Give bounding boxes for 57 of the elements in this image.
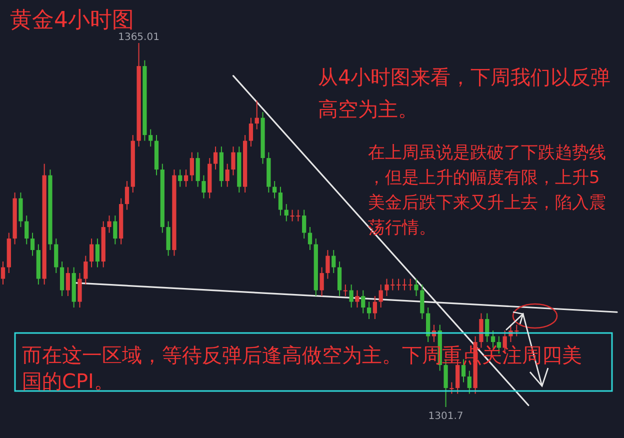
candlestick — [30, 232, 35, 256]
candlestick — [366, 301, 372, 320]
candlestick — [78, 272, 82, 308]
candlestick — [378, 284, 383, 308]
candlestick — [60, 261, 64, 297]
candlestick — [302, 209, 306, 240]
candlestick — [166, 220, 170, 256]
candlestick — [450, 382, 454, 394]
annotation: 从4小时图来看，下周我们以反弹高空为主。 — [318, 65, 611, 121]
candlestick — [420, 284, 424, 320]
candlestick — [124, 180, 130, 210]
candlestick — [308, 226, 312, 251]
candlestick — [190, 152, 194, 182]
candlestick — [113, 215, 118, 245]
candlestick — [54, 238, 58, 274]
candlestick — [284, 204, 288, 222]
candlestick — [0, 261, 6, 286]
candlestick — [225, 163, 230, 188]
candlestick — [320, 266, 324, 297]
candlestick — [332, 250, 336, 274]
candlestick — [396, 278, 401, 291]
candlestick — [479, 312, 484, 348]
candlestick — [337, 261, 342, 297]
candlestick — [426, 307, 430, 343]
candlestick — [402, 278, 407, 291]
candlestick — [231, 146, 236, 176]
annotation: 1301.7 — [428, 411, 464, 422]
candlestick — [349, 284, 354, 308]
candlestick — [196, 152, 200, 188]
candlestick — [254, 100, 259, 130]
candlestick — [18, 192, 23, 228]
candlestick — [278, 186, 283, 216]
candlestick — [343, 284, 348, 297]
candlestick — [414, 278, 418, 297]
candlestick — [467, 370, 472, 394]
candlestick — [272, 180, 277, 199]
candlestick — [84, 255, 88, 286]
chart-title: 黄金4小时图 — [10, 8, 134, 33]
candlestick — [24, 215, 29, 245]
annotation: 1365.01 — [118, 32, 160, 43]
candlestick — [202, 174, 206, 199]
candlestick — [89, 238, 94, 268]
candlestick — [148, 128, 153, 148]
candlestick — [95, 238, 100, 268]
candlestick — [184, 169, 188, 188]
candlestick — [66, 266, 70, 297]
candlestick — [178, 169, 182, 188]
candlestick — [485, 312, 490, 343]
candlestick — [408, 278, 412, 291]
annotation: 在上周虽说是跌破了下跌趋势线，但是上升的幅度有限，上升5美金后跌下来又升上去，陷入震荡行情。 — [368, 143, 606, 238]
candlestick — [213, 146, 218, 170]
candlestick — [248, 117, 254, 148]
candlestick — [355, 290, 360, 308]
candlestick — [326, 250, 330, 280]
candlestick — [107, 215, 112, 234]
candlestick — [361, 290, 366, 314]
candlestick — [372, 296, 378, 320]
